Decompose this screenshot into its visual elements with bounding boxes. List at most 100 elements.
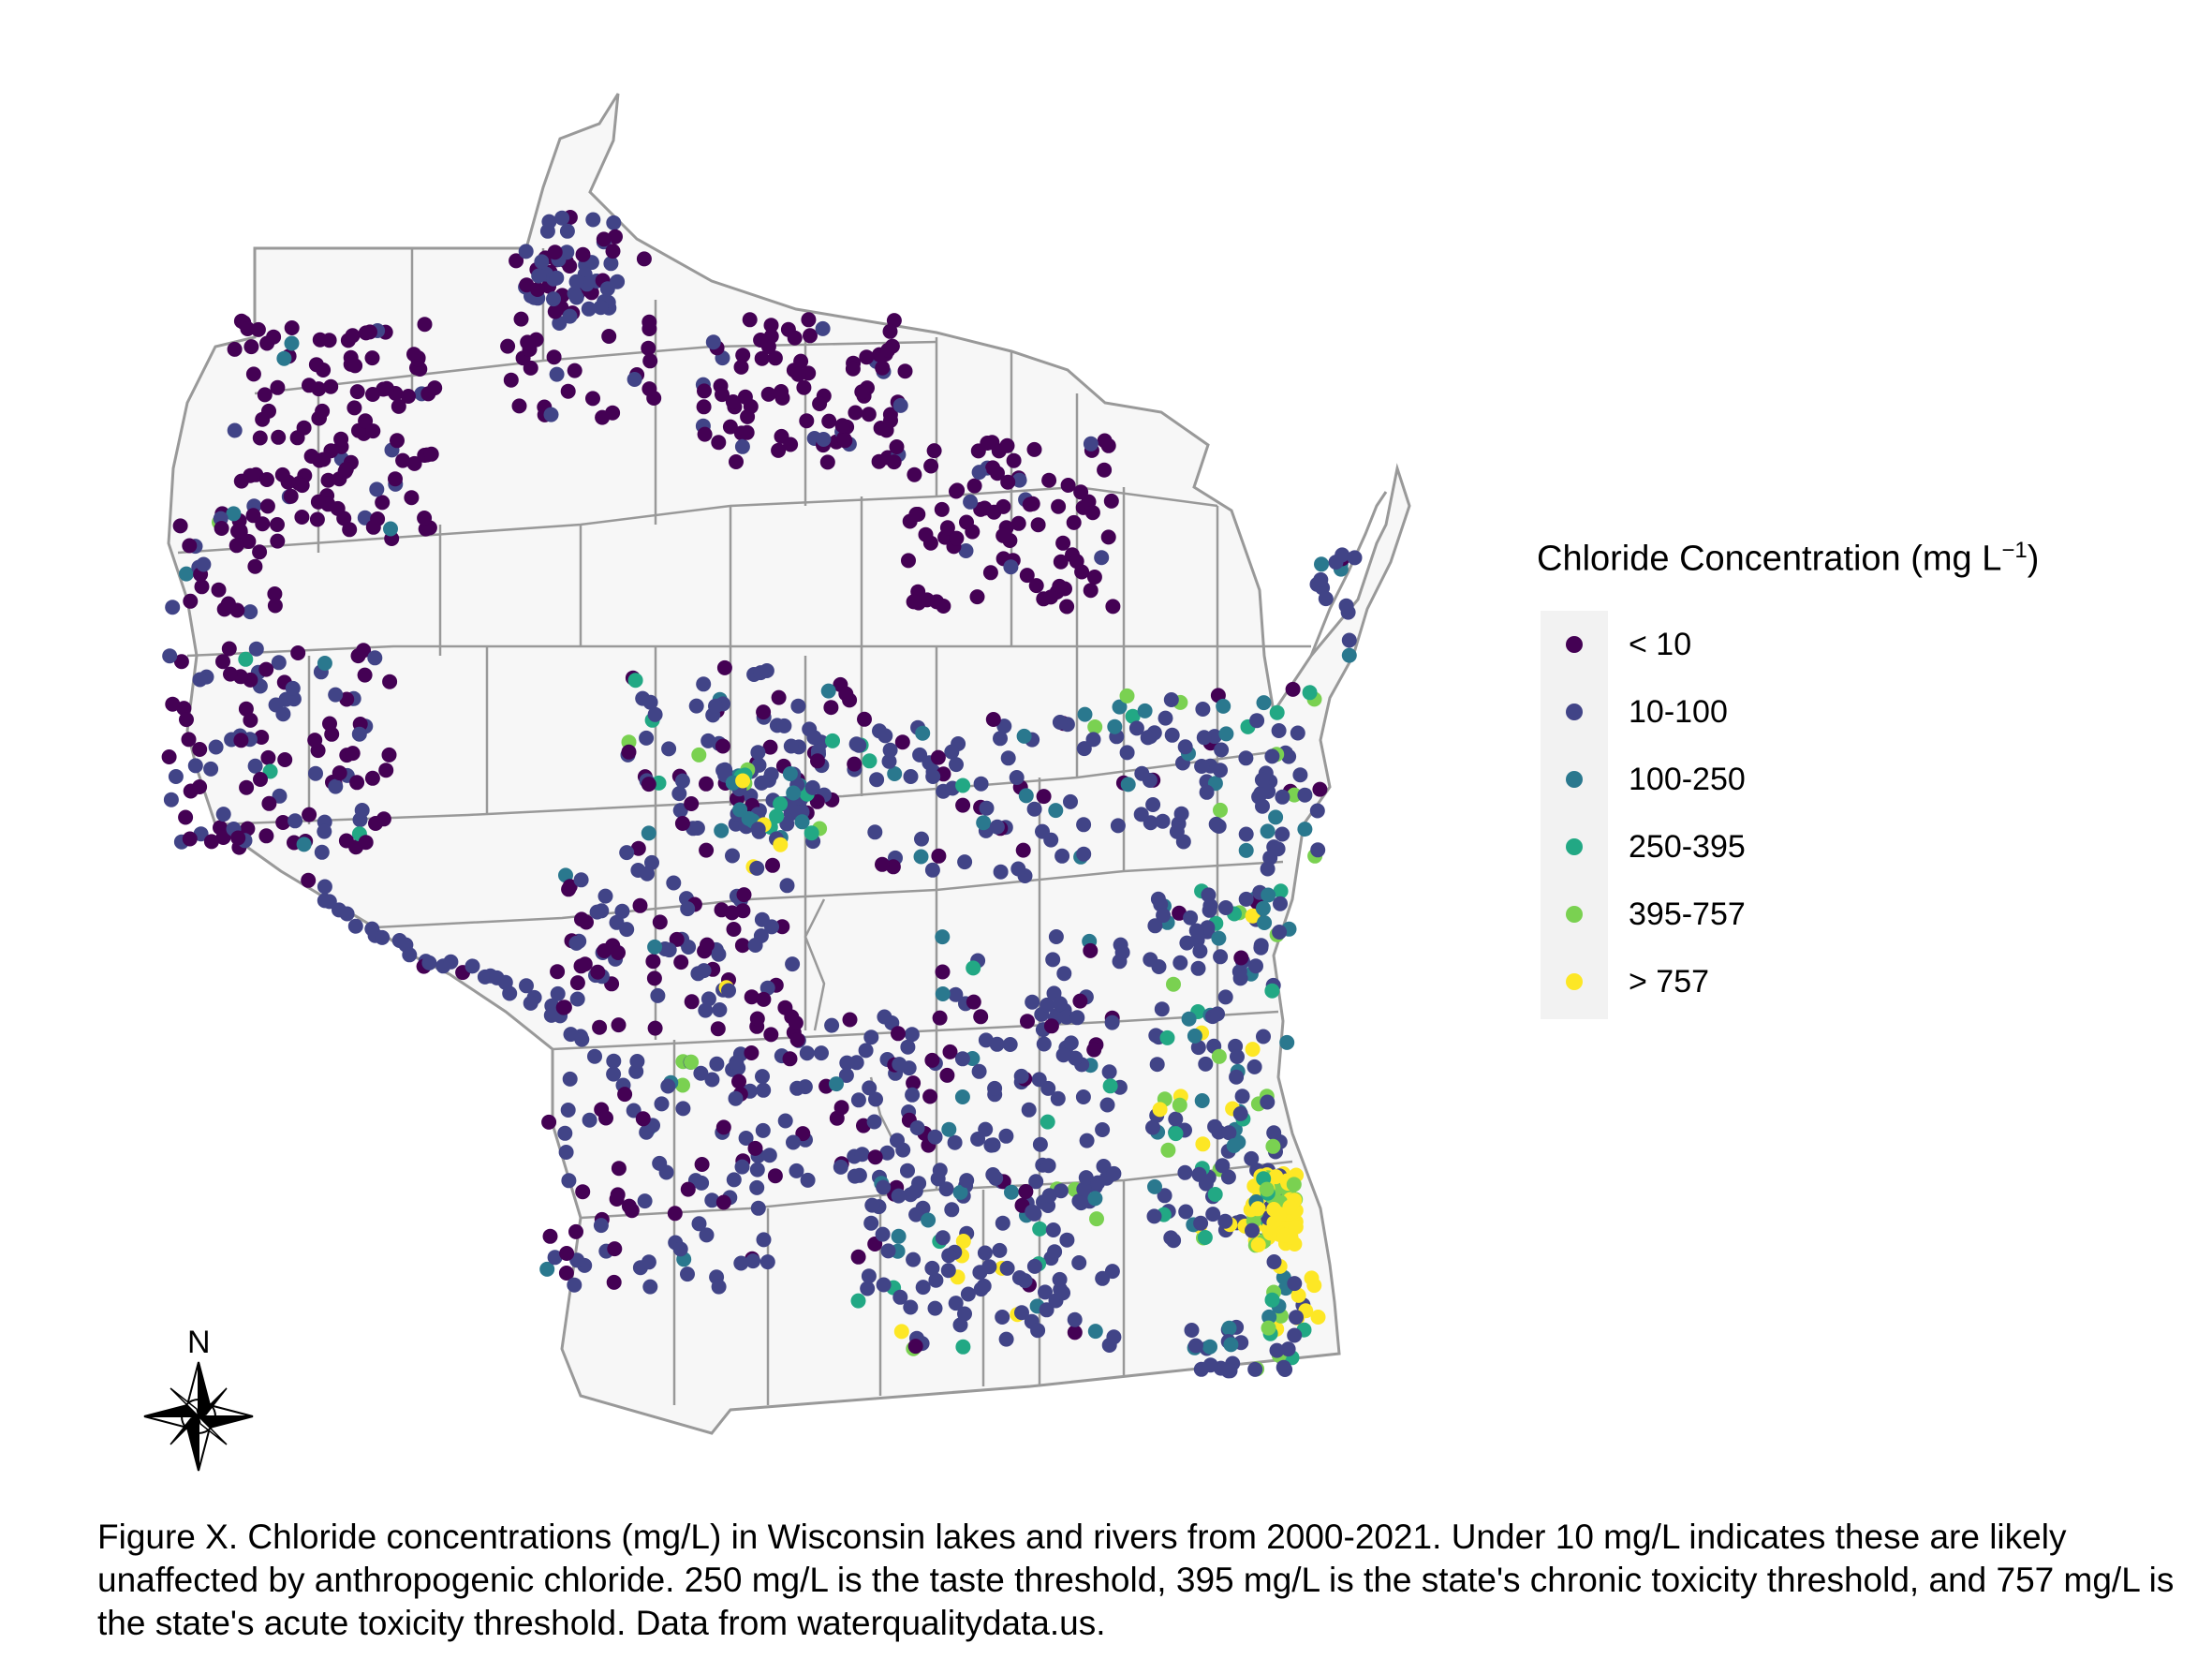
sample-point [593, 300, 609, 316]
sample-point [790, 366, 806, 382]
legend-dot [1566, 838, 1583, 855]
legend-label: 395-757 [1629, 896, 1746, 932]
sample-point [369, 481, 385, 497]
sample-point [1341, 647, 1357, 663]
sample-point [500, 338, 516, 354]
sample-point [909, 1120, 925, 1135]
sample-point [375, 495, 391, 511]
sample-point [875, 856, 890, 872]
sample-point [954, 1051, 970, 1067]
sample-point [689, 821, 705, 836]
sample-point [711, 435, 727, 451]
sample-point [1260, 823, 1276, 839]
sample-point [825, 733, 840, 748]
sample-point [861, 1268, 877, 1284]
sample-point [168, 769, 184, 784]
sample-point [1297, 822, 1313, 837]
sample-point [793, 353, 809, 369]
sample-point [1114, 944, 1130, 960]
sample-point [539, 1261, 555, 1277]
sample-point [876, 1277, 892, 1293]
sample-point [735, 348, 751, 363]
sample-point [820, 683, 836, 699]
sample-point [1249, 713, 1265, 729]
sample-point [1073, 1195, 1089, 1211]
sample-point [192, 779, 208, 794]
sample-point [881, 753, 897, 769]
sample-point [1261, 1320, 1276, 1336]
sample-point [1313, 571, 1329, 587]
sample-point [1104, 1264, 1120, 1280]
sample-point [996, 718, 1012, 734]
sample-point [1233, 950, 1249, 966]
sample-point [1002, 1037, 1018, 1052]
sample-point [823, 700, 839, 716]
sample-point [1097, 462, 1113, 478]
sample-point [883, 412, 898, 428]
sample-point [226, 506, 242, 522]
sample-point [710, 1021, 726, 1037]
sample-point [417, 317, 433, 333]
sample-point [774, 384, 789, 399]
sample-point [379, 380, 394, 396]
sample-point [1067, 1325, 1083, 1341]
sample-point [731, 1074, 746, 1089]
sample-point [854, 1147, 870, 1163]
sample-point [1247, 1361, 1263, 1377]
sample-point [725, 394, 741, 409]
sample-point [375, 929, 391, 945]
sample-point [696, 399, 712, 415]
sample-point [696, 963, 712, 979]
sample-point [973, 1281, 989, 1297]
sample-point [650, 987, 666, 1003]
sample-point [857, 711, 872, 727]
sample-point [573, 872, 589, 888]
sample-point [1257, 915, 1273, 930]
sample-point [559, 1246, 575, 1261]
sample-point [666, 875, 682, 891]
sample-point [948, 986, 964, 1002]
sample-point [969, 589, 985, 605]
sample-point [715, 738, 730, 754]
sample-point [1261, 1309, 1277, 1325]
sample-point [308, 765, 323, 781]
sample-point [520, 334, 536, 350]
sample-point [317, 823, 332, 839]
sample-point [642, 1279, 658, 1295]
sample-point [230, 830, 246, 846]
sample-point [270, 533, 286, 549]
sample-point [763, 766, 779, 782]
sample-point [276, 350, 292, 366]
sample-point [993, 864, 1009, 880]
sample-point [944, 744, 960, 760]
sample-point [417, 511, 433, 526]
sample-point [592, 1019, 608, 1035]
sample-point [1195, 702, 1211, 717]
sample-point [1177, 739, 1193, 755]
sample-point [749, 1011, 765, 1027]
sample-point [1190, 1040, 1206, 1056]
sample-point [867, 1149, 883, 1165]
sample-point [503, 372, 519, 388]
sample-point [543, 407, 559, 422]
sample-point [258, 828, 274, 844]
sample-point [630, 840, 646, 856]
legend-item: > 757 [1541, 948, 2009, 1015]
sample-point [1059, 1232, 1075, 1248]
sample-point [388, 471, 403, 487]
sample-point [1238, 826, 1254, 842]
sample-point [642, 694, 658, 710]
sample-point [947, 1134, 963, 1150]
sample-point [575, 246, 591, 262]
sample-point [402, 947, 418, 963]
sample-point [814, 1045, 829, 1061]
sample-point [641, 381, 657, 397]
sample-point [247, 758, 263, 774]
sample-point [1309, 803, 1325, 819]
sample-point [694, 1175, 710, 1191]
sample-point [597, 888, 613, 904]
sample-point [311, 381, 327, 397]
sample-point [1169, 823, 1185, 839]
sample-point [1208, 816, 1224, 832]
sample-point [905, 1087, 921, 1103]
